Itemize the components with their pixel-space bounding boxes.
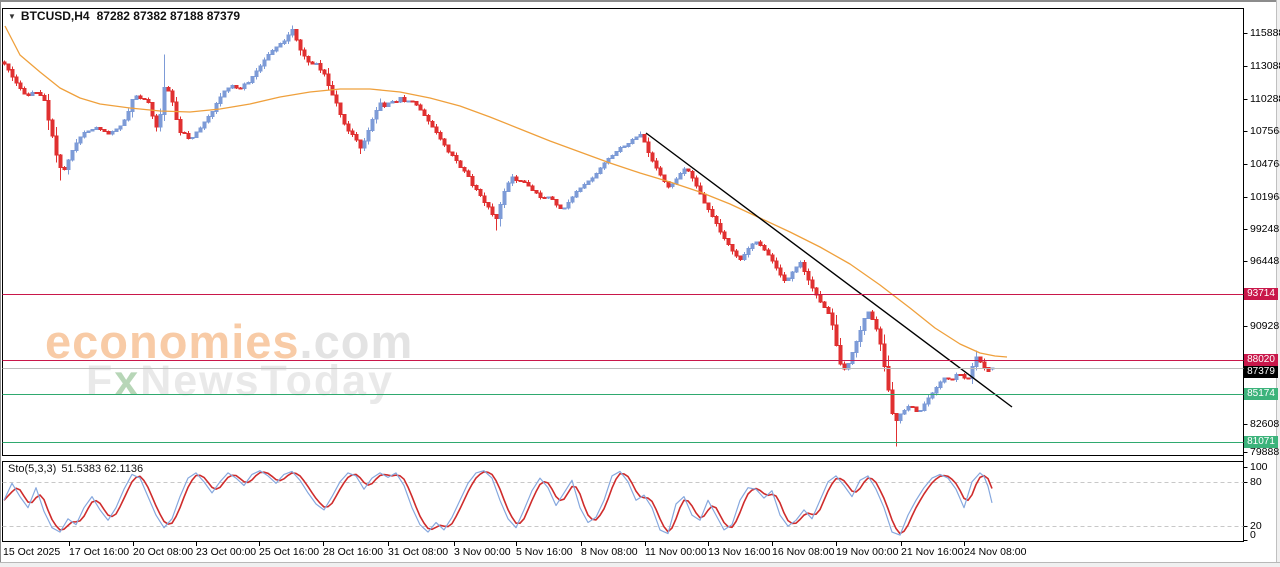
price-tick-label: 101968 (1250, 191, 1280, 203)
window-border-bottom (0, 562, 1280, 567)
indicator-values: 51.5383 62.1136 (61, 463, 144, 475)
date-tick-label: 25 Oct 16:00 (259, 546, 320, 558)
date-tick-label: 23 Oct 00:00 (196, 546, 257, 558)
price-tick-label: 110288 (1250, 93, 1280, 105)
date-tick-label: 13 Nov 16:00 (708, 546, 771, 558)
price-tick-label: 107568 (1250, 125, 1280, 137)
date-tick-label: 21 Nov 16:00 (901, 546, 964, 558)
current-price-badge: 87379 (1244, 366, 1278, 378)
candle-series-up[interactable] (30, 25, 995, 424)
symbol-label: BTCUSD,H4 (20, 9, 90, 23)
indicator-label: Sto(5,3,3) 51.5383 62.1136 (8, 463, 143, 475)
window-border-top (0, 0, 1280, 2)
price-tick-label: 82608 (1250, 418, 1280, 430)
price-tick-label: 96448 (1250, 255, 1280, 267)
pane-borders (2, 8, 1244, 542)
sto-percent-d-line[interactable] (3, 470, 993, 535)
price-tick-label: 113088 (1250, 60, 1280, 72)
horizontal-lines[interactable] (2, 294, 1244, 443)
candle-series-down[interactable] (2, 29, 991, 447)
price-tick-label: 99248 (1250, 223, 1280, 235)
price-tick-label: 90928 (1250, 320, 1280, 332)
price-tick-label: 115888 (1250, 27, 1280, 39)
price-line-badge: 88020 (1244, 354, 1278, 366)
date-tick-label: 3 Nov 00:00 (454, 546, 511, 558)
sto-scale-label: 0 (1250, 529, 1256, 541)
price-line-badge: 81071 (1244, 436, 1278, 448)
indicator-name: Sto(5,3,3) (8, 463, 57, 475)
axis-ticks (69, 33, 1248, 546)
date-tick-label: 16 Nov 08:00 (772, 546, 835, 558)
moving-average-line[interactable] (4, 25, 1008, 358)
window-border-right (1276, 0, 1280, 567)
window-border-left (0, 0, 1, 567)
date-tick-label: 28 Oct 16:00 (323, 546, 384, 558)
sto-percent-k-line[interactable] (3, 470, 993, 536)
sto-scale-label: 80 (1250, 476, 1262, 488)
sto-levels (2, 482, 1244, 527)
date-tick-label: 17 Oct 16:00 (69, 546, 130, 558)
ohlc-values: 87282 87382 87188 87379 (96, 9, 241, 23)
date-tick-label: 15 Oct 2025 (3, 546, 61, 558)
chart-title: ▼ BTCUSD,H4 87282 87382 87188 87379 (8, 9, 240, 23)
date-tick-label: 5 Nov 16:00 (516, 546, 573, 558)
date-tick-label: 20 Oct 08:00 (133, 546, 194, 558)
date-tick-label: 31 Oct 08:00 (388, 546, 449, 558)
price-line-badge: 93714 (1244, 288, 1278, 300)
sto-scale-label: 100 (1250, 461, 1268, 473)
collapse-icon[interactable]: ▼ (8, 12, 16, 21)
date-tick-label: 8 Nov 08:00 (581, 546, 638, 558)
date-tick-label: 11 Nov 00:00 (645, 546, 707, 558)
date-tick-label: 24 Nov 08:00 (964, 546, 1027, 558)
descending-trendline[interactable] (645, 132, 1013, 408)
sto-scale-label: 20 (1250, 520, 1262, 532)
price-line-badge: 85174 (1244, 388, 1278, 400)
price-tick-label: 79888 (1250, 446, 1280, 458)
date-tick-label: 19 Nov 00:00 (836, 546, 899, 558)
price-tick-label: 104768 (1250, 158, 1280, 170)
